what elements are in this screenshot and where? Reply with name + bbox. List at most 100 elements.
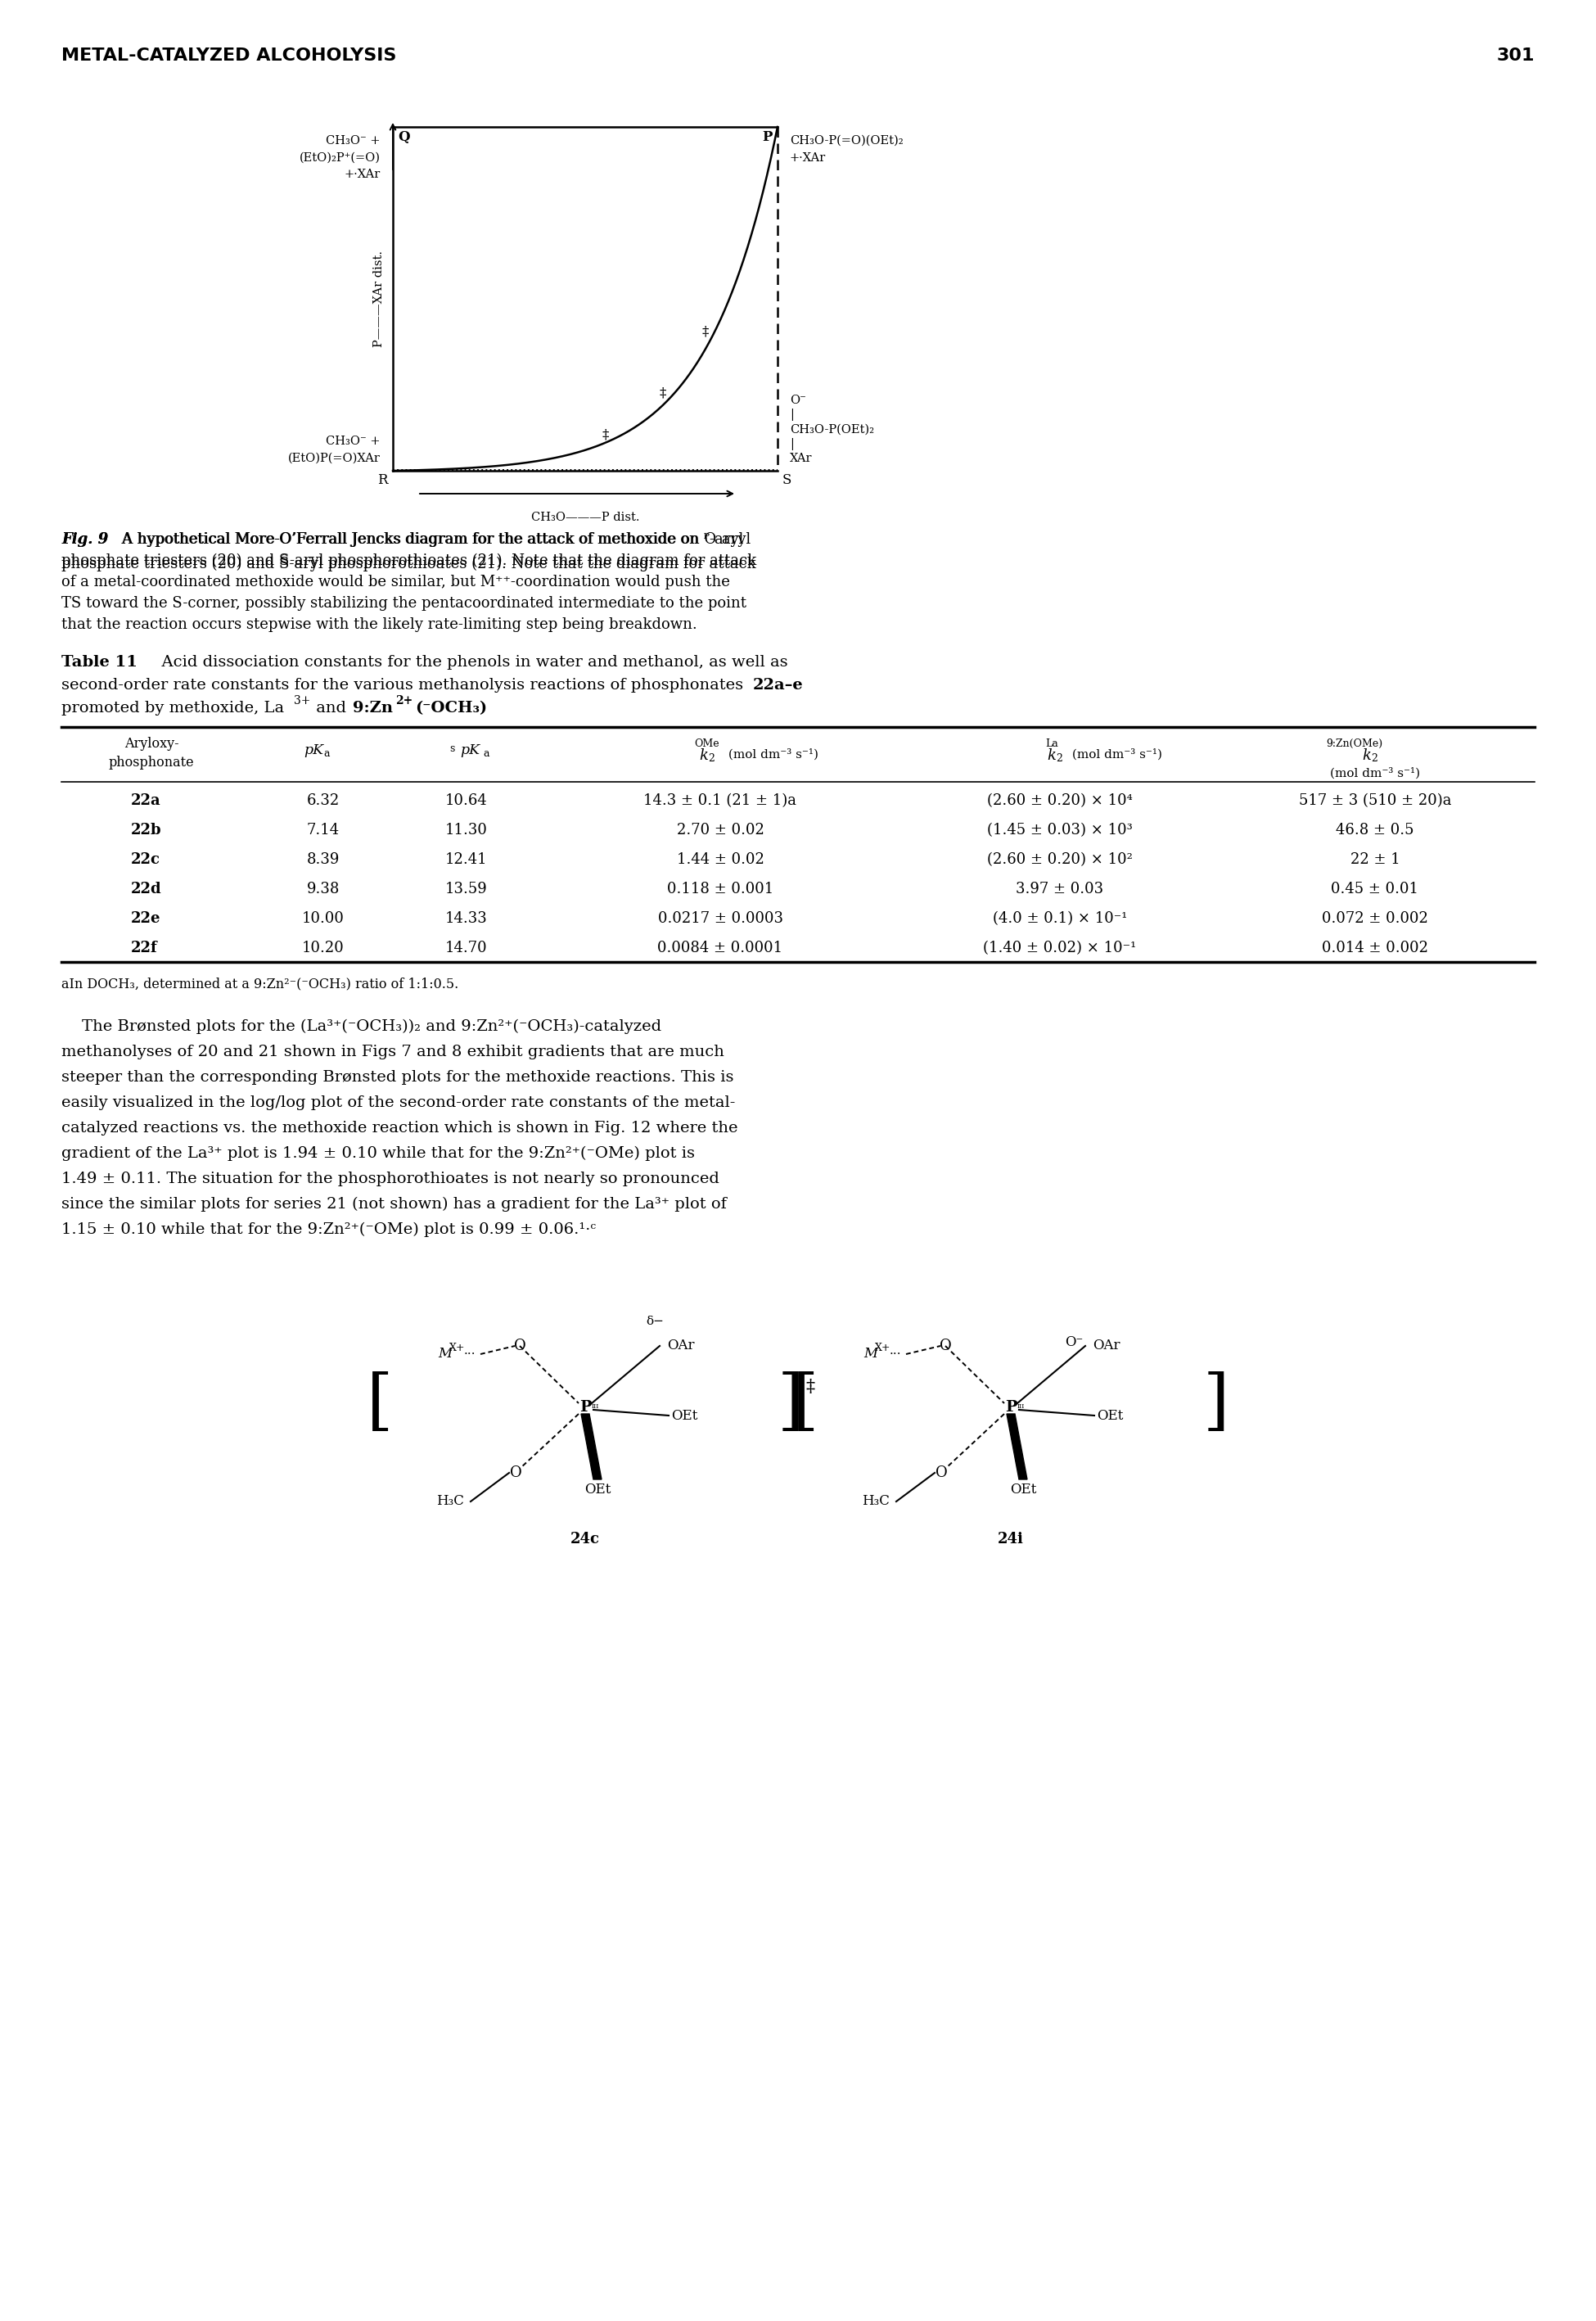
Text: easily visualized in the log/log plot of the second-order rate constants of the : easily visualized in the log/log plot of…: [61, 1096, 736, 1109]
Text: 9:Zn(OMe): 9:Zn(OMe): [1326, 738, 1382, 750]
Text: that the reaction occurs stepwise with the likely rate-limiting step being break: that the reaction occurs stepwise with t…: [61, 617, 697, 631]
Text: Fig. 9: Fig. 9: [61, 532, 109, 548]
Text: ‡: ‡: [702, 325, 709, 339]
Text: OEt: OEt: [672, 1409, 697, 1423]
Text: 0.014 ± 0.002: 0.014 ± 0.002: [1321, 940, 1428, 956]
Text: s: s: [450, 743, 455, 754]
Text: 301: 301: [1497, 46, 1535, 65]
Text: Q: Q: [397, 130, 410, 144]
Text: P: P: [763, 130, 772, 144]
Text: (1.40 ± 0.02) × 10⁻¹: (1.40 ± 0.02) × 10⁻¹: [983, 940, 1136, 956]
Text: 10.64: 10.64: [445, 794, 488, 808]
Text: 0.0217 ± 0.0003: 0.0217 ± 0.0003: [658, 912, 784, 926]
Text: 3.97 ± 0.03: 3.97 ± 0.03: [1017, 882, 1104, 896]
Text: 22d: 22d: [131, 882, 161, 896]
Text: second-order rate constants for the various methanolysis reactions of phosphonat: second-order rate constants for the vari…: [61, 678, 749, 692]
Text: 2+: 2+: [396, 694, 413, 706]
Text: P: P: [579, 1400, 591, 1416]
Text: δ−: δ−: [646, 1316, 664, 1328]
Text: 22c: 22c: [131, 852, 161, 868]
Text: 7.14: 7.14: [306, 822, 340, 838]
Text: O⁻
|
CH₃O-P(OEt)₂
|
XAr: O⁻ | CH₃O-P(OEt)₂ | XAr: [790, 395, 875, 464]
Text: P: P: [1005, 1400, 1017, 1416]
Text: Table 11: Table 11: [61, 655, 137, 671]
Text: of a metal-coordinated methoxide would be similar, but M⁺⁺-coordination would pu: of a metal-coordinated methoxide would b…: [61, 576, 729, 590]
Text: [: [: [365, 1369, 393, 1437]
Text: catalyzed reactions vs. the methoxide reaction which is shown in Fig. 12 where t: catalyzed reactions vs. the methoxide re…: [61, 1121, 737, 1135]
Text: k: k: [1361, 747, 1371, 764]
Text: CH₃O⁻ +
(EtO)₂P⁺(=O)
+·XAr: CH₃O⁻ + (EtO)₂P⁺(=O) +·XAr: [300, 135, 380, 181]
Text: phosphate triesters (20) and S-aryl phosphorothioates (21). Note that the diagra: phosphate triesters (20) and S-aryl phos…: [61, 552, 757, 569]
Text: 0.118 ± 0.001: 0.118 ± 0.001: [667, 882, 774, 896]
Text: 0.45 ± 0.01: 0.45 ± 0.01: [1331, 882, 1419, 896]
Text: ]: ]: [777, 1369, 804, 1437]
Text: 2.70 ± 0.02: 2.70 ± 0.02: [677, 822, 764, 838]
Text: 22f: 22f: [131, 940, 158, 956]
Text: A hypothetical More-O’Ferrall Jencks diagram for the attack of methoxide on O-ar: A hypothetical More-O’Ferrall Jencks dia…: [113, 532, 750, 548]
Text: CH₃O———P dist.: CH₃O———P dist.: [531, 511, 640, 522]
Text: O: O: [935, 1465, 948, 1481]
Text: 22 ± 1: 22 ± 1: [1350, 852, 1400, 868]
Text: a: a: [324, 747, 329, 759]
Text: steeper than the corresponding Brønsted plots for the methoxide reactions. This : steeper than the corresponding Brønsted …: [61, 1070, 734, 1084]
Text: 14.33: 14.33: [445, 912, 488, 926]
Text: (mol dm⁻³ s⁻¹): (mol dm⁻³ s⁻¹): [725, 747, 819, 759]
Text: 14.3 ± 0.1 (21 ± 1)a: 14.3 ± 0.1 (21 ± 1)a: [643, 794, 796, 808]
Text: TS toward the S-corner, possibly stabilizing the pentacoordinated intermediate t: TS toward the S-corner, possibly stabili…: [61, 596, 747, 610]
Text: 1.49 ± 0.11. The situation for the phosphorothioates is not nearly so pronounced: 1.49 ± 0.11. The situation for the phosp…: [61, 1172, 720, 1186]
Text: The Brønsted plots for the (La³⁺(⁻OCH₃))₂ and 9:Zn²⁺(⁻OCH₃)-catalyzed: The Brønsted plots for the (La³⁺(⁻OCH₃))…: [61, 1019, 661, 1035]
Text: CH₃O⁻ +
(EtO)P(=O)XAr: CH₃O⁻ + (EtO)P(=O)XAr: [289, 436, 380, 464]
Text: pK: pK: [460, 743, 480, 757]
Text: gradient of the La³⁺ plot is 1.94 ± 0.10 while that for the 9:Zn²⁺(⁻OMe) plot is: gradient of the La³⁺ plot is 1.94 ± 0.10…: [61, 1147, 694, 1160]
Text: ···: ···: [464, 1349, 476, 1360]
Text: (⁻OCH₃): (⁻OCH₃): [415, 701, 487, 715]
Text: 12.41: 12.41: [445, 852, 488, 868]
Text: Fig. 9: Fig. 9: [61, 532, 109, 548]
Text: 46.8 ± 0.5: 46.8 ± 0.5: [1336, 822, 1414, 838]
Text: R: R: [378, 473, 388, 487]
Polygon shape: [1007, 1413, 1028, 1478]
Text: 2: 2: [1371, 754, 1377, 764]
Text: ᴵᴵᴵ: ᴵᴵᴵ: [592, 1404, 600, 1413]
Text: O: O: [940, 1339, 951, 1353]
Text: La: La: [1045, 738, 1058, 750]
Text: M: M: [863, 1346, 878, 1360]
Text: 2: 2: [709, 754, 715, 764]
Text: phosphate triesters (20) and Ŝ-aryl phosphorothioates (21). Note that the diagra: phosphate triesters (20) and Ŝ-aryl phos…: [61, 555, 757, 571]
Text: 10.00: 10.00: [302, 912, 345, 926]
Text: aIn DOCH₃, determined at a 9:Zn²⁻(⁻OCH₃) ratio of 1:1:0.5.: aIn DOCH₃, determined at a 9:Zn²⁻(⁻OCH₃)…: [61, 977, 458, 991]
Text: 0.072 ± 0.002: 0.072 ± 0.002: [1321, 912, 1428, 926]
Text: 517 ± 3 (510 ± 20)a: 517 ± 3 (510 ± 20)a: [1299, 794, 1451, 808]
Text: X+: X+: [450, 1342, 466, 1353]
Text: 9:Zn: 9:Zn: [353, 701, 393, 715]
Text: OMe: OMe: [694, 738, 720, 750]
Text: OEt: OEt: [584, 1483, 611, 1497]
Text: O: O: [514, 1339, 525, 1353]
Text: 22a: 22a: [131, 794, 161, 808]
Text: ‡: ‡: [806, 1379, 816, 1395]
Text: (mol dm⁻³ s⁻¹): (mol dm⁻³ s⁻¹): [1068, 747, 1162, 759]
Text: k: k: [1047, 747, 1057, 764]
Text: ᴵᴵᴵ: ᴵᴵᴵ: [1017, 1404, 1025, 1413]
Text: O⁻: O⁻: [1065, 1335, 1084, 1349]
Text: 24c: 24c: [570, 1532, 600, 1546]
Text: ‡: ‡: [659, 385, 667, 399]
Text: 11.30: 11.30: [445, 822, 488, 838]
Text: (2.60 ± 0.20) × 10²: (2.60 ± 0.20) × 10²: [986, 852, 1133, 868]
Text: M: M: [437, 1346, 452, 1360]
Text: (4.0 ± 0.1) × 10⁻¹: (4.0 ± 0.1) × 10⁻¹: [993, 912, 1127, 926]
Text: 24i: 24i: [998, 1532, 1025, 1546]
Text: P———XAr dist.: P———XAr dist.: [373, 251, 385, 348]
Text: [: [: [792, 1369, 819, 1437]
Text: Acid dissociation constants for the phenols in water and methanol, as well as: Acid dissociation constants for the phen…: [152, 655, 788, 671]
Text: 22b: 22b: [131, 822, 161, 838]
Text: methanolyses of 20 and 21 shown in Figs 7 and 8 exhibit gradients that are much: methanolyses of 20 and 21 shown in Figs …: [61, 1044, 725, 1058]
Text: ]: ]: [1203, 1369, 1229, 1437]
Text: 8.39: 8.39: [306, 852, 340, 868]
Text: H₃C: H₃C: [862, 1495, 889, 1509]
Text: promoted by methoxide, La: promoted by methoxide, La: [61, 701, 284, 715]
Text: 9.38: 9.38: [306, 882, 340, 896]
Text: METAL-CATALYZED ALCOHOLYSIS: METAL-CATALYZED ALCOHOLYSIS: [61, 46, 396, 65]
Text: 22e: 22e: [131, 912, 161, 926]
Text: A hypothetical More-O’Ferrall Jencks diagram for the attack of methoxide on ᴾ-ar: A hypothetical More-O’Ferrall Jencks dia…: [112, 532, 744, 548]
